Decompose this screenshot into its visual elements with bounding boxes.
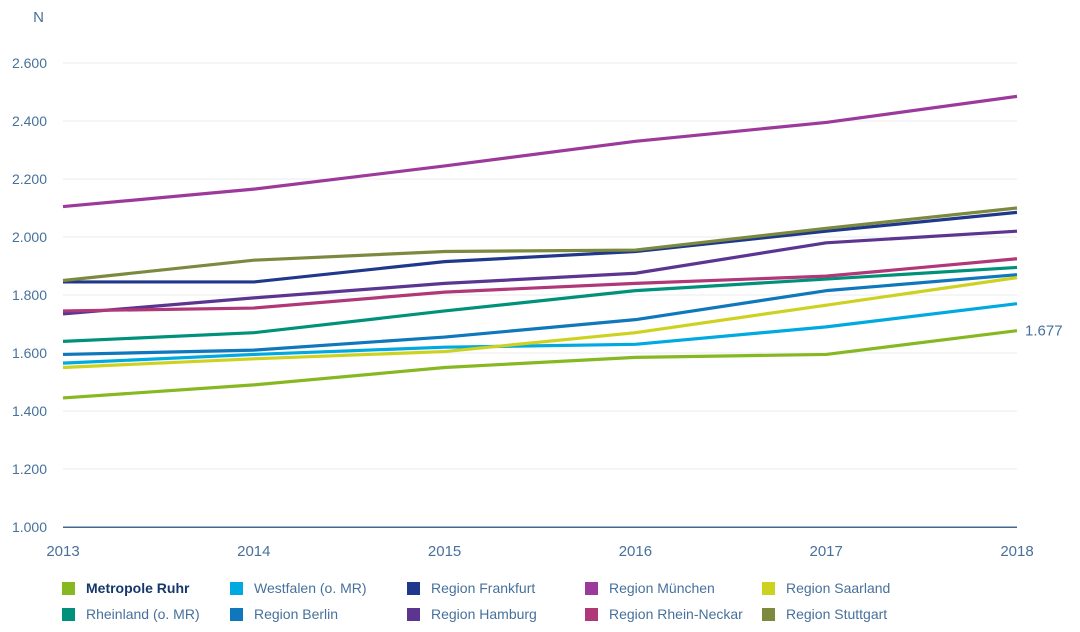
series-line-region-saarland: [62, 276, 1018, 370]
legend-swatch-region-rhein-neckar: [585, 608, 598, 621]
legend-label-metropole-ruhr: Metropole Ruhr: [86, 580, 190, 596]
line-chart: 2.600 2.400 2.200 2.000 1.800 1.600 1.400 1.200…: [12, 9, 1063, 560]
y-tick-label-1200: 1.200: [12, 461, 47, 477]
series-line-region-munchen: [62, 94, 1018, 209]
legend-item-region-frankfurt: Region Frankfurt: [407, 581, 585, 607]
legend-label-rheinland-o-mr: Rheinland (o. MR): [86, 606, 200, 622]
x-tick-label-2013: 2013: [46, 543, 79, 560]
legend-swatch-region-stuttgart: [762, 608, 775, 621]
y-tick-label-1400: 1.400: [12, 403, 47, 419]
legend-item-region-saarland: Region Saarland: [762, 581, 1022, 607]
y-axis-title: N: [33, 9, 44, 26]
x-tick-label-2018: 2018: [1000, 543, 1033, 560]
legend-item-region-munchen: Region München: [585, 581, 762, 607]
y-tick-label-2000: 2.000: [12, 229, 47, 245]
series-line-region-stuttgart: [62, 206, 1018, 283]
legend-item-metropole-ruhr: Metropole Ruhr: [62, 581, 230, 607]
y-tick-label-1600: 1.600: [12, 345, 47, 361]
series-line-region-rhein-neckar: [62, 257, 1018, 313]
x-tick-label-2017: 2017: [810, 543, 843, 560]
legend-item-westfalen-o-mr: Westfalen (o. MR): [230, 581, 407, 607]
legend-label-region-stuttgart: Region Stuttgart: [786, 606, 888, 622]
y-tick-label-1800: 1.800: [12, 287, 47, 303]
end-value-label: 1.677: [1025, 323, 1063, 340]
legend-label-westfalen-o-mr: Westfalen (o. MR): [254, 580, 367, 596]
x-tick-label-2014: 2014: [237, 543, 270, 560]
legend-swatch-rheinland-o-mr: [62, 608, 75, 621]
legend-label-region-munchen: Region München: [609, 580, 715, 596]
x-tick-label-2016: 2016: [619, 543, 652, 560]
legend: Metropole Ruhr Westfalen (o. MR) Region Fr…: [62, 581, 1022, 632]
series-line-region-hamburg: [62, 229, 1018, 316]
legend-label-region-saarland: Region Saarland: [786, 580, 891, 596]
series-line-rheinland-o-mr: [62, 265, 1018, 343]
series-line-westfalen-o-mr: [62, 302, 1018, 365]
legend-item-region-rhein-neckar: Region Rhein-Neckar: [585, 607, 762, 632]
legend-swatch-region-berlin: [230, 608, 243, 621]
legend-swatch-region-munchen: [585, 582, 598, 595]
legend-swatch-metropole-ruhr: [62, 582, 75, 595]
legend-swatch-region-frankfurt: [407, 582, 420, 595]
legend-label-region-rhein-neckar: Region Rhein-Neckar: [609, 606, 743, 622]
legend-swatch-region-hamburg: [407, 608, 420, 621]
y-tick-label-2200: 2.200: [12, 171, 47, 187]
x-tick-label-2015: 2015: [428, 543, 461, 560]
legend-label-region-frankfurt: Region Frankfurt: [431, 580, 536, 596]
legend-item-rheinland-o-mr: Rheinland (o. MR): [62, 607, 230, 632]
legend-label-region-berlin: Region Berlin: [254, 606, 339, 622]
series-line-region-berlin: [62, 273, 1018, 357]
y-tick-label-1000: 1.000: [12, 519, 47, 535]
legend-swatch-region-saarland: [762, 582, 775, 595]
series-line-region-frankfurt: [63, 210, 1018, 284]
legend-swatch-westfalen-o-mr: [230, 582, 243, 595]
y-tick-label-2400: 2.400: [12, 113, 47, 129]
legend-item-region-berlin: Region Berlin: [230, 607, 407, 632]
legend-item-region-hamburg: Region Hamburg: [407, 607, 585, 632]
legend-label-region-hamburg: Region Hamburg: [431, 606, 537, 622]
y-tick-label-2600: 2.600: [12, 55, 47, 71]
series-line-metropole-ruhr: [62, 329, 1018, 400]
legend-item-region-stuttgart: Region Stuttgart: [762, 607, 1022, 632]
